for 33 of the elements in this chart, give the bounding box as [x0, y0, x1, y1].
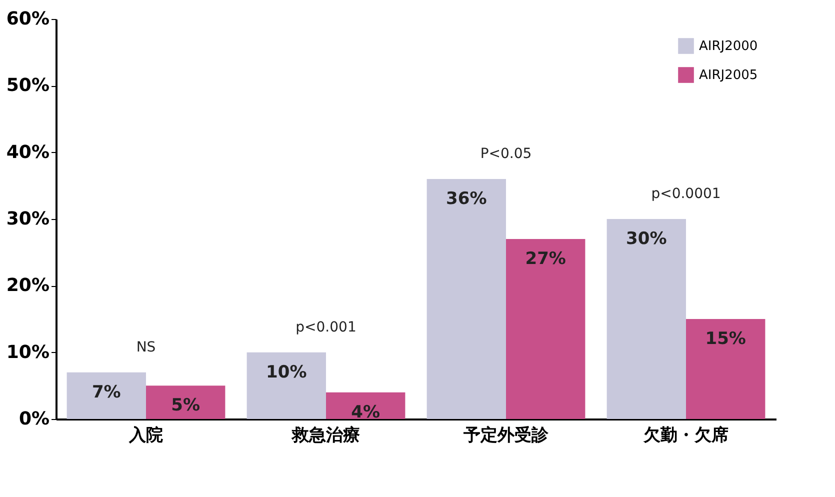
y-tick-label: 50% — [6, 75, 50, 96]
bar — [606, 219, 686, 419]
data-label: 10% — [266, 362, 307, 382]
y-tick-label: 30% — [6, 208, 50, 230]
bar — [506, 239, 586, 419]
x-tick-label: 予定外受診 — [462, 426, 550, 446]
x-tick-label: 欠勤・欠席 — [642, 426, 728, 446]
annotation: p<0.001 — [296, 319, 356, 336]
y-tick-label: 10% — [6, 342, 50, 363]
y-tick-label: 0% — [18, 408, 50, 430]
bar — [326, 392, 406, 419]
annotation: P<0.05 — [480, 146, 532, 162]
y-tick-label: 40% — [6, 142, 50, 163]
data-label: 27% — [525, 249, 566, 269]
y-tick-label: 60% — [6, 8, 50, 30]
annotation: NS — [136, 339, 156, 356]
legend-label: AIRJ2005 — [699, 68, 758, 83]
legend-label: AIRJ2000 — [699, 39, 758, 54]
data-label: 15% — [705, 329, 746, 349]
data-label: 7% — [92, 382, 121, 402]
bar — [246, 352, 326, 419]
y-tick-label: 20% — [6, 275, 50, 296]
bar — [66, 372, 146, 419]
bar — [146, 386, 226, 419]
bar — [426, 179, 506, 419]
x-tick-label: 入院 — [128, 426, 163, 446]
data-label: 4% — [351, 402, 380, 422]
data-label: 30% — [626, 229, 667, 249]
bar — [686, 319, 766, 419]
data-label: 5% — [171, 396, 200, 416]
x-tick-label: 救急治療 — [291, 426, 360, 446]
annotation: p<0.0001 — [651, 186, 721, 202]
data-label: 36% — [446, 189, 487, 209]
